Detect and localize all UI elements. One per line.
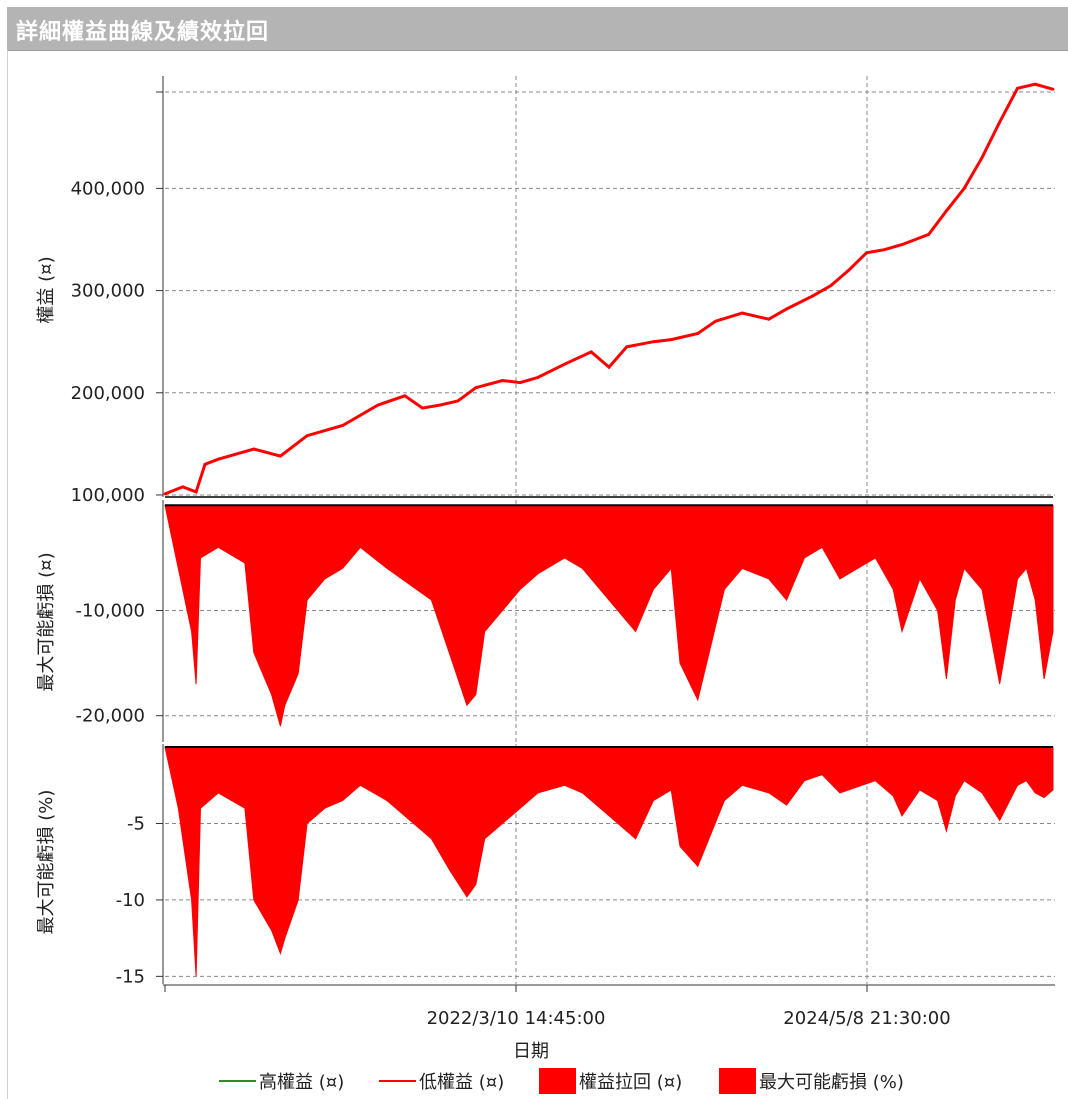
- low-equity-line: [164, 82, 1054, 496]
- equity-point: [181, 485, 185, 489]
- y-tick-label: 100,000: [71, 485, 145, 506]
- equity-point: [927, 232, 931, 236]
- equity-point: [421, 406, 424, 410]
- equity-point: [1051, 87, 1055, 91]
- equity-point: [403, 394, 407, 398]
- equity-point: [696, 332, 700, 335]
- y-tick-label: -10,000: [76, 600, 145, 621]
- equity-point: [945, 209, 948, 213]
- equity-point: [163, 492, 167, 496]
- drawdown-amount-y-axis-title: 最大可能虧損 (¤): [36, 552, 57, 691]
- equity-point: [1016, 86, 1019, 90]
- drawdown-percent-area: [164, 746, 1054, 977]
- drawdown-percent-y-axis-title: 最大可能虧損 (%): [36, 790, 57, 935]
- equity-y-axis-title: 權益 (¤): [36, 256, 57, 323]
- equity-point: [376, 403, 380, 407]
- x-axis-title: 日期: [513, 1041, 549, 1062]
- equity-point: [785, 307, 788, 311]
- equity-point: [501, 379, 504, 382]
- equity-point: [900, 243, 904, 247]
- equity-point: [456, 399, 460, 403]
- equity-point: [652, 340, 655, 344]
- equity-point: [767, 317, 771, 321]
- legend-max-drawdown-pct-label: 最大可能虧損 (%): [759, 1072, 904, 1093]
- equity-point: [563, 362, 566, 366]
- equity-point: [865, 251, 868, 255]
- x-tick-label: 2024/5/8 21:30:00: [783, 1008, 950, 1029]
- equity-point: [589, 350, 593, 354]
- equity-point: [980, 156, 984, 160]
- legend-low-equity-label: 低權益 (¤): [419, 1072, 504, 1093]
- equity-point: [811, 294, 815, 298]
- equity-point: [714, 319, 717, 323]
- equity-point: [518, 381, 522, 384]
- y-tick-label: -10: [116, 890, 145, 911]
- y-tick-label: 200,000: [71, 383, 145, 404]
- legend: 高權益 (¤) 低權益 (¤) 權益拉回 (¤) 最大可能虧損 (%): [219, 1068, 904, 1094]
- drawdown-amount-area: [164, 504, 1054, 727]
- equity-point: [625, 345, 629, 349]
- equity-point: [438, 403, 442, 407]
- equity-point: [279, 454, 282, 458]
- equity-point: [607, 365, 611, 369]
- window-title-bar: 詳細權益曲線及績效拉回: [7, 7, 1068, 51]
- y-tick-label: -15: [116, 966, 145, 987]
- equity-point: [962, 187, 966, 190]
- axis-layer: 權益 (¤) 最大可能虧損 (¤) 最大可能虧損 (%) 2022/3/10 1…: [36, 76, 1055, 1062]
- y-tick-label: 400,000: [71, 178, 145, 199]
- equity-point: [216, 457, 220, 461]
- equity-point: [847, 268, 851, 272]
- equity-point: [194, 490, 198, 494]
- window-left-border: [7, 50, 8, 1099]
- equity-point: [536, 376, 540, 379]
- high-equity-line: [164, 83, 1054, 495]
- legend-high-equity-label: 高權益 (¤): [259, 1072, 344, 1093]
- equity-point: [829, 284, 833, 287]
- equity-point: [203, 462, 207, 466]
- equity-point: [669, 338, 673, 342]
- equity-point: [882, 248, 886, 252]
- y-tick-label: -20,000: [76, 706, 145, 727]
- equity-point: [252, 447, 256, 451]
- legend-equity-drawdown-swatch: [539, 1068, 576, 1094]
- equity-point: [341, 424, 344, 427]
- legend-equity-drawdown-label: 權益拉回 (¤): [579, 1072, 682, 1093]
- y-tick-label: 300,000: [71, 281, 145, 302]
- legend-max-drawdown-pct-swatch: [719, 1068, 756, 1094]
- grid-layer: [165, 76, 1055, 984]
- equity-point: [740, 311, 744, 315]
- equity-point: [474, 386, 478, 390]
- equity-point: [305, 434, 309, 438]
- x-tick-label: 2022/3/10 14:45:00: [427, 1008, 606, 1029]
- data-layer: [163, 82, 1055, 977]
- y-tick-label: -5: [127, 813, 145, 834]
- window-title: 詳細權益曲線及績效拉回: [16, 20, 270, 45]
- equity-point: [1033, 82, 1037, 86]
- equity-point: [998, 120, 1002, 124]
